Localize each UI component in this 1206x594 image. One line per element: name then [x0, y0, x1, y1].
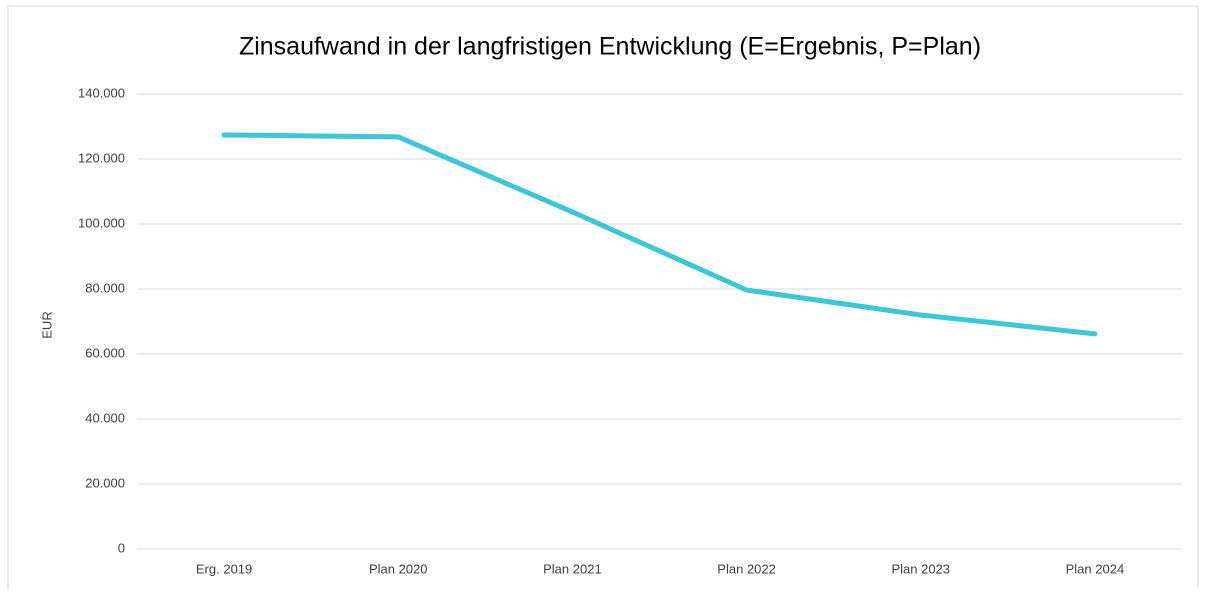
x-tick-label: Plan 2021 — [543, 561, 602, 576]
y-tick-label: 120.000 — [78, 150, 125, 165]
x-tick-label: Plan 2020 — [369, 561, 428, 576]
x-tick-label: Erg. 2019 — [196, 561, 252, 576]
y-tick-label: 20.000 — [85, 475, 125, 490]
y-tick-label: 100.000 — [78, 215, 125, 230]
chart-frame — [7, 5, 1199, 594]
x-tick-label: Plan 2024 — [1066, 561, 1125, 576]
y-tick-label: 140.000 — [78, 85, 125, 100]
y-tick-label: 80.000 — [85, 280, 125, 295]
y-axis-label: EUR — [39, 311, 54, 338]
x-tick-label: Plan 2023 — [891, 561, 950, 576]
y-tick-label: 60.000 — [85, 345, 125, 360]
x-tick-label: Plan 2022 — [717, 561, 776, 576]
chart-title: Zinsaufwand in der langfristigen Entwick… — [239, 33, 981, 61]
data-line — [221, 132, 1098, 337]
y-tick-label: 40.000 — [85, 410, 125, 425]
y-tick-label: 0 — [118, 540, 125, 555]
